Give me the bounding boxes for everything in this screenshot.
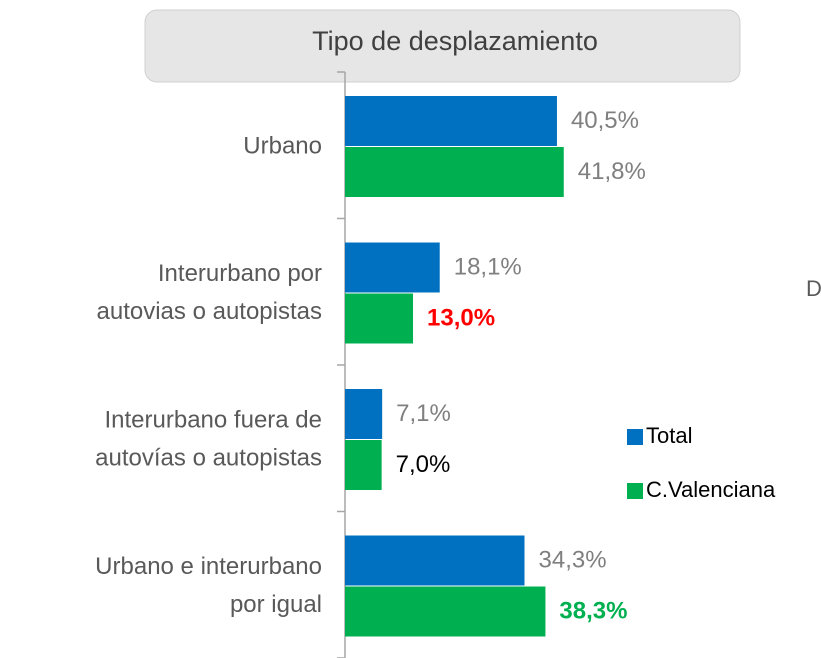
bar [345, 147, 564, 197]
y-tick-label: autovias o autopistas [97, 298, 322, 325]
data-label: 38,3% [559, 597, 627, 624]
bar [345, 389, 383, 439]
data-label: 40,5% [571, 107, 639, 134]
bar [345, 242, 440, 293]
bar [345, 535, 525, 586]
y-tick-label: Interurbano fuera de [105, 406, 323, 433]
data-label: 34,3% [539, 546, 607, 573]
bar [345, 96, 557, 146]
bar [345, 586, 546, 637]
chart-title: Tipo de desplazamiento [312, 26, 598, 56]
bar [345, 293, 414, 344]
legend-label: Total [646, 423, 692, 448]
y-tick-label: Urbano e interurbano [95, 553, 322, 580]
legend-swatch [627, 429, 643, 445]
data-label: 41,8% [578, 158, 646, 185]
annotation: D [806, 276, 821, 301]
y-tick-label: por igual [230, 591, 322, 618]
y-tick-label: autovías o autopistas [95, 444, 322, 471]
legend-swatch [627, 483, 643, 499]
bar [345, 440, 382, 490]
y-tick-label: Interurbano por [158, 260, 322, 287]
data-label: 7,1% [396, 400, 451, 427]
data-label: 13,0% [427, 304, 495, 331]
title-box [144, 9, 741, 83]
y-tick-label: Urbano [243, 132, 322, 159]
legend-label: C.Valenciana [646, 477, 776, 502]
data-label: 18,1% [454, 253, 522, 280]
data-label: 7,0% [396, 451, 451, 478]
